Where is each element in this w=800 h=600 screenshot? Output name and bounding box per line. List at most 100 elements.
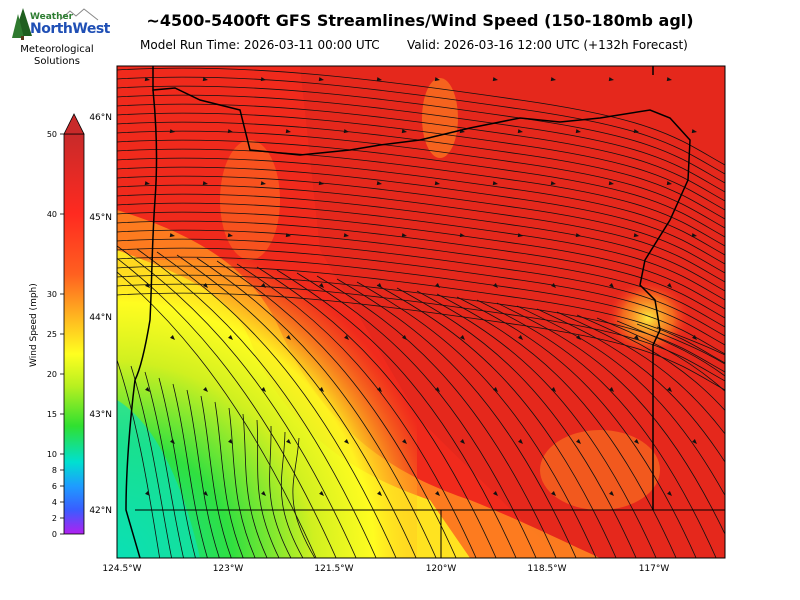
streamline <box>416 290 657 558</box>
longitude-labels: 124.5°W 123°W 121.5°W 120°W 118.5°W 117°W <box>102 564 669 574</box>
streamline <box>456 296 697 558</box>
streamline <box>117 94 725 193</box>
logo-word-weather: Weather <box>30 12 74 22</box>
streamline-arrowhead <box>692 439 697 444</box>
streamline <box>130 365 173 558</box>
streamline-arrowhead <box>203 283 208 288</box>
streamline-arrowhead <box>203 491 209 496</box>
streamline-arrowhead <box>576 439 581 444</box>
streamline <box>158 377 196 558</box>
streamline <box>228 407 256 558</box>
streamline-arrowhead <box>551 283 556 288</box>
streamline-arrowhead <box>517 233 523 238</box>
streamline-arrowhead <box>435 283 440 288</box>
streamline-arrowhead <box>260 77 266 82</box>
streamline <box>117 130 725 229</box>
streamline <box>117 121 725 220</box>
streamline-arrowhead <box>227 129 233 134</box>
streamline-arrowhead <box>260 181 266 186</box>
streamline-arrowhead <box>518 335 523 340</box>
streamline <box>436 293 677 558</box>
streamline-arrowhead <box>692 335 697 340</box>
streamline-arrowhead <box>377 491 382 496</box>
streamline <box>292 437 316 558</box>
colorbar-tick-label: 40 <box>47 210 57 219</box>
streamline <box>476 299 717 558</box>
streamline <box>117 359 161 558</box>
streamline-arrowhead <box>550 181 556 186</box>
streamline-arrowhead <box>202 181 208 186</box>
streamline-arrowhead <box>343 129 349 134</box>
streamline <box>117 76 725 175</box>
streamline <box>496 302 725 535</box>
streamline-arrowhead <box>402 335 407 340</box>
map-title: ~4500-5400ft GFS Streamlines/Wind Speed … <box>146 11 694 30</box>
streamline <box>256 266 497 558</box>
streamline-arrowhead <box>401 129 407 134</box>
streamline <box>172 383 208 558</box>
colorbar-tick-label: 20 <box>47 370 57 379</box>
streamline-arrowhead <box>376 181 382 186</box>
streamline-arrowhead <box>609 283 614 288</box>
streamline-arrowhead <box>608 77 614 82</box>
streamline-arrowhead <box>144 181 150 186</box>
streamline-arrowhead <box>286 439 291 444</box>
streamline-arrowhead <box>261 387 266 392</box>
streamline-arrowhead <box>434 181 440 186</box>
streamline <box>616 320 725 377</box>
streamline-arrowhead <box>169 129 175 134</box>
logo-word-northwest: NorthWest <box>30 21 110 37</box>
map-frame <box>116 65 726 559</box>
streamline <box>536 308 725 463</box>
streamline <box>117 247 725 346</box>
streamline <box>117 139 725 238</box>
streamline-arrowhead <box>402 439 407 444</box>
streamline <box>280 431 304 558</box>
streamline-arrowhead <box>435 491 440 496</box>
colorbar-tick-label: 15 <box>47 410 57 419</box>
streamline-arrowhead <box>318 181 324 186</box>
streamline-arrowhead <box>170 335 176 340</box>
mountain-icon <box>60 8 99 21</box>
latitude-label: 42°N <box>89 506 112 516</box>
streamline-arrowhead <box>633 233 639 238</box>
streamline-arrowhead <box>517 129 523 134</box>
streamline-arrowhead <box>667 491 672 496</box>
colorbar: 0 2 4 6 8 10 15 20 25 30 40 50 <box>47 113 85 539</box>
streamline-arrowhead <box>228 439 233 444</box>
colorbar-extend-arrow <box>63 113 85 135</box>
washington-oregon-border <box>152 66 691 510</box>
streamline <box>144 371 184 558</box>
colorbar-tick-label: 6 <box>52 482 57 491</box>
streamline <box>117 256 725 355</box>
streamline-arrowhead <box>493 387 498 392</box>
streamline-arrowhead <box>145 387 150 392</box>
streamline-arrowhead <box>460 439 465 444</box>
streamline <box>356 281 597 558</box>
streamline <box>117 245 357 558</box>
streamline-arrowhead <box>228 335 233 340</box>
streamline-arrowhead <box>609 491 614 496</box>
streamline <box>186 389 220 558</box>
streamline-arrowhead <box>318 77 324 82</box>
streamline <box>117 148 725 247</box>
streamline <box>117 103 725 202</box>
streamline-arrowhead <box>261 283 266 288</box>
streamline-arrowhead <box>459 233 465 238</box>
streamline <box>176 254 417 558</box>
longitude-label: 123°W <box>213 564 244 574</box>
streamline-arrowhead <box>261 491 266 496</box>
streamline <box>117 112 725 211</box>
streamline-arrowhead <box>492 181 498 186</box>
streamline-arrowhead <box>691 129 697 134</box>
state-boundaries <box>125 66 725 558</box>
streamline-arrowhead <box>634 439 639 444</box>
colorbar-tick-label: 10 <box>47 450 57 459</box>
streamline <box>156 251 397 558</box>
streamline <box>117 211 725 310</box>
streamline <box>269 425 292 558</box>
streamline-arrowhead <box>377 387 382 392</box>
streamline-arrowhead <box>202 77 208 82</box>
streamline-arrowhead <box>376 77 382 82</box>
streamline <box>117 265 725 364</box>
